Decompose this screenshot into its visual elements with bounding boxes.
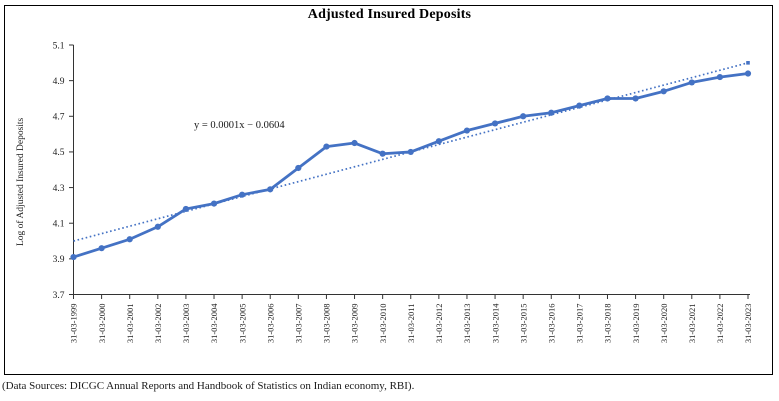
- x-tick-label: 31-03-2015: [518, 304, 528, 344]
- data-point-marker: [267, 186, 274, 193]
- data-point-marker: [632, 95, 639, 102]
- x-tick-label: 31-03-2001: [125, 304, 135, 344]
- x-tick-label: 31-03-2000: [97, 304, 107, 344]
- data-point-marker: [239, 191, 246, 198]
- x-tick-label: 31-03-2004: [209, 303, 219, 343]
- x-tick-label: 31-03-2010: [378, 304, 388, 344]
- x-tick-label: 31-03-2017: [575, 304, 585, 344]
- series-line: [72, 72, 750, 259]
- data-point-marker: [70, 253, 77, 261]
- x-tick-label: 31-03-2014: [490, 303, 500, 343]
- data-point-marker: [154, 223, 161, 230]
- data-point-marker: [491, 120, 499, 127]
- x-tick-label: 31-03-2018: [603, 304, 613, 344]
- y-axis-title: Log of Adjusted Insured Deposits: [16, 117, 26, 246]
- x-tick-label: 31-03-2003: [181, 304, 191, 344]
- x-tick-label: 31-03-2008: [322, 304, 332, 344]
- x-tick-label: 31-03-1999: [69, 304, 79, 344]
- trendline-equation-label: y = 0.0001x − 0.0604: [194, 120, 285, 131]
- data-point-marker: [210, 200, 218, 207]
- x-tick-label: 31-03-2016: [546, 304, 556, 344]
- data-point-marker: [435, 138, 442, 145]
- x-tick-label: 31-03-2013: [462, 304, 472, 344]
- data-point-marker: [660, 88, 667, 95]
- x-tick-label: 31-03-2021: [687, 304, 697, 344]
- y-tick-label: 4.9: [53, 77, 65, 87]
- x-tick-label: 31-03-2002: [153, 304, 163, 344]
- data-point-marker: [182, 205, 190, 213]
- y-tick-label: 3.7: [53, 291, 65, 301]
- data-point-marker: [548, 109, 555, 116]
- data-point-marker: [716, 73, 723, 81]
- chart-title: Adjusted Insured Deposits: [307, 7, 472, 22]
- data-point-marker: [379, 150, 386, 157]
- trendline-end-marker: [746, 61, 750, 65]
- source-caption: (Data Sources: DICGC Annual Reports and …: [2, 380, 415, 392]
- data-point-marker: [604, 95, 611, 102]
- x-tick-label: 31-03-2007: [294, 304, 304, 344]
- data-point-marker: [576, 102, 583, 109]
- data-point-marker: [126, 236, 133, 243]
- data-point-marker: [323, 143, 330, 150]
- y-tick-label: 5.1: [53, 41, 65, 51]
- x-tick-label: 31-03-2009: [350, 304, 360, 344]
- x-tick-label: 31-03-2011: [406, 304, 416, 343]
- x-tick-label: 31-03-2019: [631, 304, 641, 344]
- x-tick-label: 31-03-2012: [434, 304, 444, 344]
- x-tick-label: 31-03-2005: [237, 304, 247, 344]
- data-point-marker: [744, 70, 752, 77]
- data-point-marker: [351, 139, 358, 147]
- data-point-marker: [520, 113, 527, 120]
- y-tick-label: 4.1: [53, 220, 65, 230]
- data-point-marker: [688, 79, 695, 86]
- x-tick-label: 31-03-2006: [265, 304, 275, 344]
- data-point-marker: [463, 127, 471, 134]
- data-point-marker: [407, 148, 414, 156]
- y-tick-label: 4.7: [53, 113, 65, 123]
- data-point-marker: [98, 245, 105, 252]
- y-tick-label: 3.9: [53, 255, 65, 265]
- y-tick-label: 4.5: [53, 148, 65, 158]
- x-tick-label: 31-03-2023: [743, 304, 753, 344]
- y-tick-label: 4.3: [53, 184, 65, 194]
- x-tick-label: 31-03-2022: [715, 304, 725, 344]
- chart-frame: [4, 5, 773, 375]
- x-tick-label: 31-03-2020: [659, 304, 669, 344]
- data-point-marker: [295, 164, 302, 172]
